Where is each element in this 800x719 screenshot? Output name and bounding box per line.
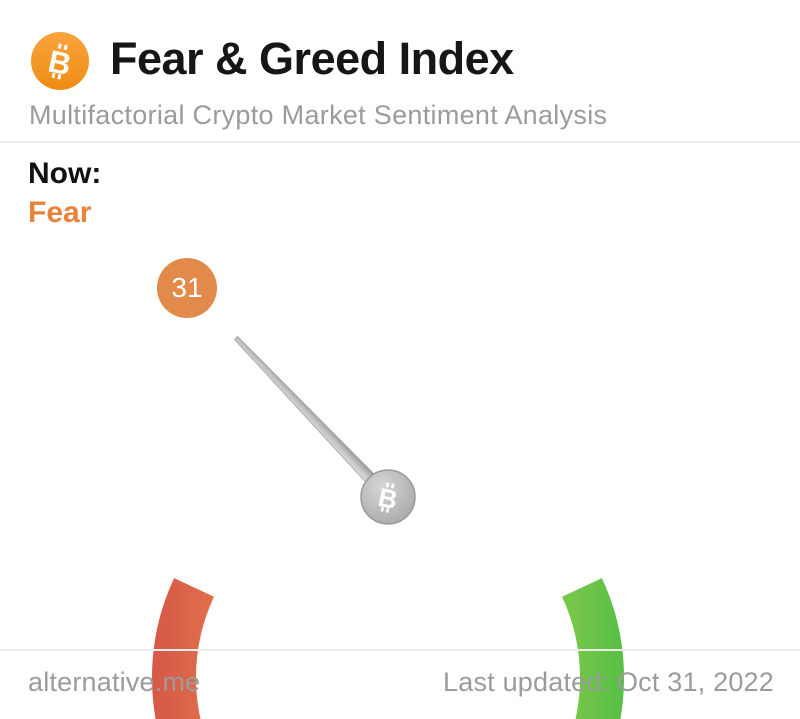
page-subtitle: Multifactorial Crypto Market Sentiment A… xyxy=(29,100,608,130)
header-divider xyxy=(0,141,800,143)
site-name: alternative.me xyxy=(28,667,201,697)
gauge-hub: B xyxy=(360,469,416,525)
gauge-arc xyxy=(152,578,624,719)
now-label: Now: xyxy=(28,157,102,190)
gauge-hub-bitcoin-glyph: B xyxy=(376,482,401,515)
bitcoin-icon-circle xyxy=(31,32,89,90)
value-badge: 31 xyxy=(157,258,217,318)
page-title: Fear & Greed Index xyxy=(110,33,514,84)
bitcoin-icon: B xyxy=(31,32,89,90)
value-text: 31 xyxy=(171,272,203,303)
last-updated: Last updated: Oct 31, 2022 xyxy=(443,667,774,697)
footer-divider xyxy=(0,649,800,651)
classification-label: Fear xyxy=(28,196,92,229)
